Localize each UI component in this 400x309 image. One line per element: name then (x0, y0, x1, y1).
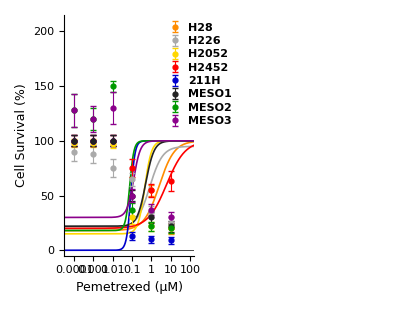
X-axis label: Pemetrexed (μM): Pemetrexed (μM) (76, 281, 183, 294)
Legend: H28, H226, H2052, H2452, 211H, MESO1, MESO2, MESO3: H28, H226, H2052, H2452, 211H, MESO1, ME… (164, 21, 234, 128)
Y-axis label: Cell Survival (%): Cell Survival (%) (15, 83, 28, 187)
